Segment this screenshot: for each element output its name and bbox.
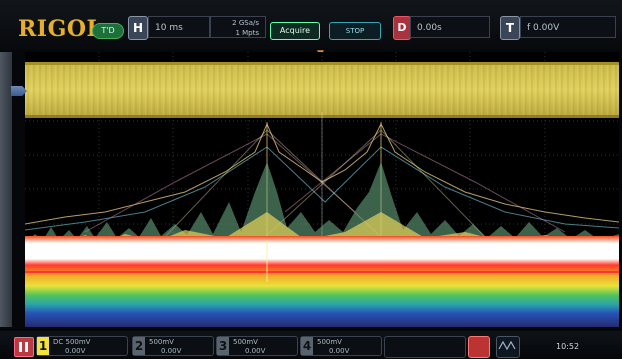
- channel-3-tab[interactable]: 3 500mV 0.00V: [216, 336, 298, 356]
- clock-display: 10:52: [556, 342, 580, 351]
- delay-field[interactable]: 0.00s: [410, 16, 490, 38]
- channel-4-number: 4: [301, 337, 313, 355]
- channel-2-tab[interactable]: 2 500mV 0.00V: [132, 336, 214, 356]
- brand-logo: RIGOL: [18, 16, 103, 42]
- channel-1-number: 1: [37, 337, 49, 355]
- channel-1-tab[interactable]: 1 DC 500mV 0.00V: [36, 336, 128, 356]
- channel-3-offset: 0.00V: [245, 347, 266, 355]
- trigger-field[interactable]: f 0.00V: [520, 16, 616, 38]
- waveform-settings-button[interactable]: [496, 336, 520, 358]
- menu-button[interactable]: [14, 337, 34, 357]
- channel-offset-marker[interactable]: [11, 86, 27, 96]
- channel-2-offset: 0.00V: [161, 347, 182, 355]
- record-button[interactable]: [468, 336, 490, 358]
- channel-1-scale: DC 500mV: [53, 338, 91, 346]
- sample-rate-value: 2 GSa/s: [232, 19, 259, 27]
- horizontal-button[interactable]: H: [128, 16, 148, 40]
- waveform-icon: [498, 340, 516, 351]
- memory-depth-value: 1 Mpts: [235, 29, 259, 37]
- channel-4-tab[interactable]: 4 500mV 0.00V: [300, 336, 382, 356]
- channel-2-number: 2: [133, 337, 145, 355]
- channel-3-scale: 500mV: [233, 338, 258, 346]
- persistence-traces: [24, 112, 620, 242]
- delay-button[interactable]: D: [393, 16, 411, 40]
- acquire-button[interactable]: Acquire: [270, 22, 320, 40]
- logic-analyzer-tab[interactable]: [384, 336, 466, 358]
- top-status-bar: RIGOL T'D H 10 ms 2 GSa/s 1 Mpts Acquire…: [0, 0, 622, 50]
- channel-4-scale: 500mV: [317, 338, 342, 346]
- stop-button[interactable]: STOP: [329, 22, 381, 40]
- channel-1-offset: 0.00V: [65, 347, 86, 355]
- waveform-graphics: [24, 52, 620, 327]
- left-panel-edge: [0, 52, 12, 327]
- channel-4-offset: 0.00V: [329, 347, 350, 355]
- sample-rate-field: 2 GSa/s 1 Mpts: [210, 16, 266, 38]
- timebase-field[interactable]: 10 ms: [148, 16, 210, 38]
- waveform-display[interactable]: [24, 52, 620, 327]
- intensity-band: [25, 236, 619, 327]
- run-status-badge[interactable]: T'D: [92, 23, 124, 39]
- trigger-button[interactable]: T: [500, 16, 520, 40]
- channel-3-number: 3: [217, 337, 229, 355]
- channel-2-scale: 500mV: [149, 338, 174, 346]
